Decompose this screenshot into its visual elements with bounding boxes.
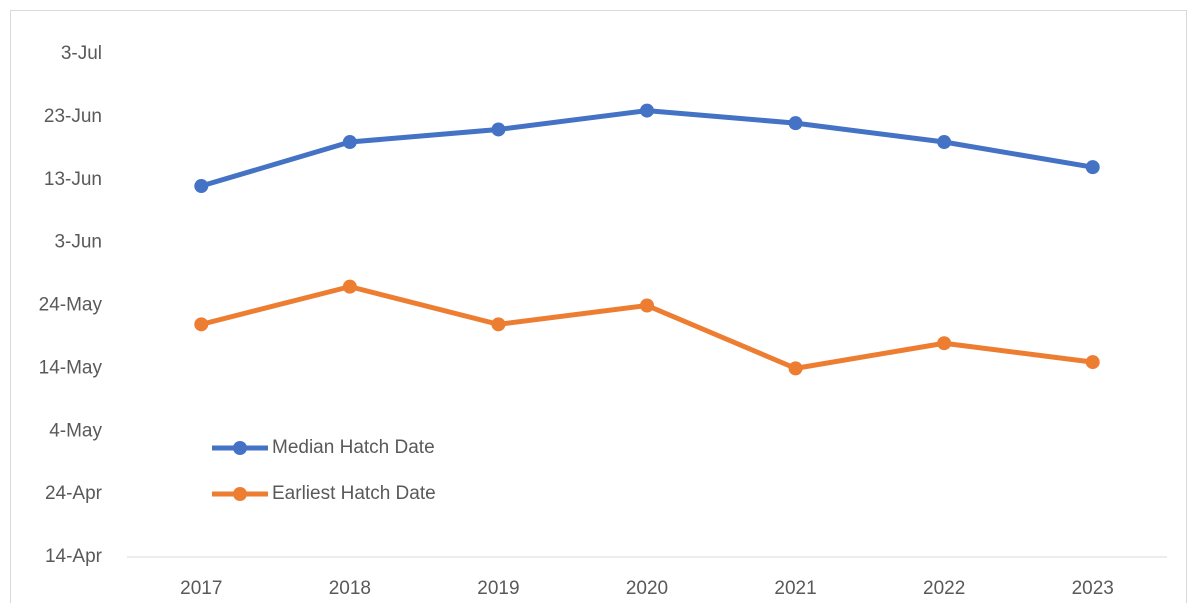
data-point: [1085, 160, 1100, 175]
y-tick-label: 14-Apr: [45, 546, 103, 567]
y-tick-label: 14-May: [39, 357, 103, 378]
y-tick-label: 24-May: [39, 295, 103, 316]
data-point: [342, 279, 357, 294]
x-tick-label: 2021: [774, 578, 816, 599]
data-point: [342, 135, 357, 150]
data-point: [194, 179, 209, 194]
y-tick-label: 3-Jun: [54, 232, 102, 253]
legend-label: Median Hatch Date: [272, 437, 435, 458]
y-tick-label: 3-Jul: [61, 43, 102, 64]
data-point: [491, 122, 506, 137]
data-point: [640, 298, 654, 313]
y-tick-label: 23-Jun: [44, 106, 102, 127]
data-point: [1085, 355, 1100, 370]
x-tick-label: 2017: [180, 578, 222, 599]
x-tick-label: 2022: [923, 578, 965, 599]
y-tick-label: 24-Apr: [45, 483, 103, 504]
legend-label: Earliest Hatch Date: [272, 483, 436, 504]
x-tick-label: 2023: [1072, 578, 1114, 599]
chart-border: [10, 10, 1187, 603]
data-point: [937, 336, 952, 351]
data-point: [640, 103, 654, 118]
x-tick-label: 2020: [626, 578, 668, 599]
legend-marker: [233, 487, 247, 501]
x-tick-label: 2019: [477, 578, 519, 599]
data-point: [937, 135, 952, 150]
x-tick-label: 2018: [329, 578, 371, 599]
data-point: [491, 317, 506, 332]
data-point: [788, 361, 803, 376]
y-tick-label: 13-Jun: [44, 169, 102, 190]
data-point: [788, 116, 803, 131]
y-tick-label: 4-May: [49, 420, 102, 441]
legend-marker: [233, 441, 247, 455]
data-point: [194, 317, 209, 332]
